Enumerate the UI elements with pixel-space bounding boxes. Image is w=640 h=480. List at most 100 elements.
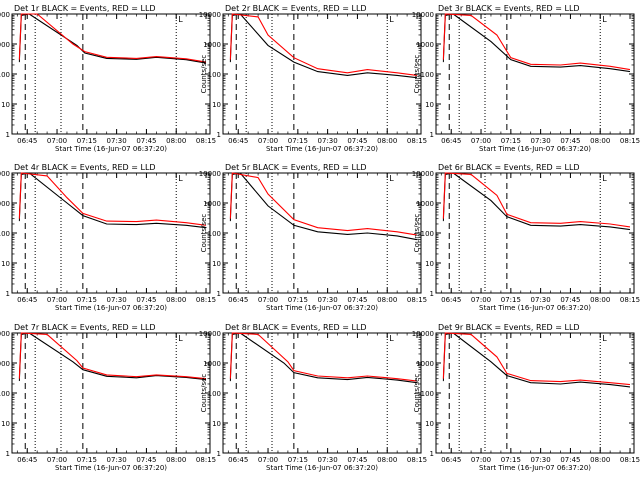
x-axis-label: Start Time (16-Jun-07 06:37:20) bbox=[55, 464, 167, 472]
x-tick-label: 06:45 bbox=[228, 137, 248, 145]
y-tick-label: 100 bbox=[208, 230, 221, 238]
y-tick-label: 10 bbox=[1, 101, 10, 109]
y-tick-label: 10000 bbox=[412, 170, 434, 178]
chart-title: Det 6r BLACK = Events, RED = LLD bbox=[438, 163, 580, 172]
x-tick-label: 07:45 bbox=[347, 296, 367, 304]
x-tick-label: 07:15 bbox=[77, 296, 97, 304]
y-tick-label: 1000 bbox=[203, 360, 221, 368]
y-axis-label: Counts/sec bbox=[200, 55, 208, 94]
chart-panel-4: Det 4r BLACK = Events, RED = LLD 1 10 100 10… bbox=[0, 163, 216, 312]
y-tick-label: 1000 bbox=[416, 41, 434, 49]
chart-title: Det 2r BLACK = Events, RED = LLD bbox=[225, 4, 367, 13]
x-tick-label: 07:15 bbox=[77, 456, 97, 464]
y-axis-label: Counts/sec bbox=[413, 55, 421, 94]
lld-series-line bbox=[230, 14, 417, 75]
marker-label: L bbox=[178, 15, 183, 24]
y-tick-label: 1 bbox=[430, 131, 434, 139]
marker-label: L bbox=[389, 334, 394, 343]
y-tick-label: 1 bbox=[6, 131, 10, 139]
y-tick-label: 10 bbox=[212, 101, 221, 109]
x-tick-label: 08:15 bbox=[196, 137, 216, 145]
y-tick-label: 10000 bbox=[199, 330, 221, 338]
x-tick-label: 08:00 bbox=[377, 456, 397, 464]
y-tick-label: 100 bbox=[0, 390, 10, 398]
chart-title: Det 7r BLACK = Events, RED = LLD bbox=[14, 323, 156, 332]
x-tick-label: 07:15 bbox=[288, 456, 308, 464]
x-tick-label: 06:45 bbox=[17, 296, 37, 304]
x-tick-label: 07:00 bbox=[258, 456, 278, 464]
lld-series-line bbox=[19, 14, 206, 62]
chart-title: Det 4r BLACK = Events, RED = LLD bbox=[14, 163, 156, 172]
x-tick-label: 08:00 bbox=[377, 137, 397, 145]
x-tick-label: 08:15 bbox=[620, 456, 640, 464]
plot-frame bbox=[11, 13, 211, 135]
x-tick-label: 07:00 bbox=[471, 456, 491, 464]
x-tick-label: 06:45 bbox=[228, 456, 248, 464]
y-tick-label: 1 bbox=[430, 450, 434, 458]
chart-panel-2: Det 2r BLACK = Events, RED = LLD 1 10 100 10… bbox=[199, 4, 427, 153]
chart-panel-6: Det 6r BLACK = Events, RED = LLD 1 10 100 10… bbox=[412, 163, 640, 312]
y-tick-label: 1000 bbox=[0, 41, 10, 49]
x-tick-label: 07:30 bbox=[318, 296, 338, 304]
chart-panel-5: Det 5r BLACK = Events, RED = LLD 1 10 100 10… bbox=[199, 163, 427, 312]
y-tick-label: 10000 bbox=[199, 170, 221, 178]
lld-series-line bbox=[443, 333, 630, 385]
x-axis-label: Start Time (16-Jun-07 06:37:20) bbox=[55, 145, 167, 153]
x-tick-label: 07:45 bbox=[347, 456, 367, 464]
x-tick-label: 07:30 bbox=[531, 456, 551, 464]
x-tick-label: 07:15 bbox=[77, 137, 97, 145]
y-tick-label: 100 bbox=[208, 390, 221, 398]
y-tick-label: 10 bbox=[425, 260, 434, 268]
x-tick-label: 07:00 bbox=[47, 296, 67, 304]
x-tick-label: 08:15 bbox=[407, 456, 427, 464]
x-axis-label: Start Time (16-Jun-07 06:37:20) bbox=[479, 145, 591, 153]
y-tick-label: 100 bbox=[0, 230, 10, 238]
x-tick-label: 07:00 bbox=[258, 296, 278, 304]
y-tick-label: 10 bbox=[212, 260, 221, 268]
x-tick-label: 08:15 bbox=[407, 296, 427, 304]
marker-label: L bbox=[389, 174, 394, 183]
chart-panel-8: Det 8r BLACK = Events, RED = LLD 1 10 100 10… bbox=[199, 323, 427, 472]
x-tick-label: 07:15 bbox=[501, 137, 521, 145]
y-tick-label: 10 bbox=[425, 101, 434, 109]
x-tick-label: 06:45 bbox=[17, 456, 37, 464]
marker-label: L bbox=[602, 15, 607, 24]
y-axis-label: Counts/sec bbox=[413, 374, 421, 413]
x-tick-label: 07:15 bbox=[501, 296, 521, 304]
plot-frame bbox=[435, 332, 635, 454]
x-tick-label: 07:30 bbox=[318, 137, 338, 145]
chart-title: Det 9r BLACK = Events, RED = LLD bbox=[438, 323, 580, 332]
y-tick-label: 1 bbox=[430, 290, 434, 298]
x-tick-label: 07:15 bbox=[288, 137, 308, 145]
marker-label: L bbox=[602, 334, 607, 343]
y-tick-label: 10000 bbox=[0, 11, 10, 19]
y-tick-label: 10 bbox=[425, 420, 434, 428]
x-tick-label: 07:30 bbox=[318, 456, 338, 464]
y-axis-label: Counts/sec bbox=[413, 214, 421, 253]
x-tick-label: 06:45 bbox=[17, 137, 37, 145]
plot-frame bbox=[435, 13, 635, 135]
lld-series-line bbox=[443, 14, 630, 70]
plot-frame bbox=[11, 332, 211, 454]
y-tick-label: 10000 bbox=[0, 170, 10, 178]
x-tick-label: 08:00 bbox=[166, 296, 186, 304]
x-tick-label: 07:30 bbox=[107, 296, 127, 304]
y-tick-label: 10 bbox=[1, 420, 10, 428]
x-tick-label: 07:00 bbox=[258, 137, 278, 145]
y-tick-label: 10 bbox=[212, 420, 221, 428]
y-tick-label: 1000 bbox=[203, 41, 221, 49]
chart-panel-1: Det 1r BLACK = Events, RED = LLD 1 10 100 10… bbox=[0, 4, 216, 153]
chart-panel-7: Det 7r BLACK = Events, RED = LLD 1 10 100 10… bbox=[0, 323, 216, 472]
y-tick-label: 1000 bbox=[416, 360, 434, 368]
y-tick-label: 100 bbox=[421, 230, 434, 238]
chart-panel-9: Det 9r BLACK = Events, RED = LLD 1 10 100 10… bbox=[412, 323, 640, 472]
marker-label: L bbox=[602, 174, 607, 183]
plot-frame bbox=[222, 172, 422, 294]
y-tick-label: 1 bbox=[217, 450, 221, 458]
x-tick-label: 07:30 bbox=[107, 456, 127, 464]
x-tick-label: 07:30 bbox=[107, 137, 127, 145]
y-tick-label: 10000 bbox=[412, 11, 434, 19]
x-axis-label: Start Time (16-Jun-07 06:37:20) bbox=[479, 304, 591, 312]
y-axis-label: Counts/sec bbox=[200, 374, 208, 413]
